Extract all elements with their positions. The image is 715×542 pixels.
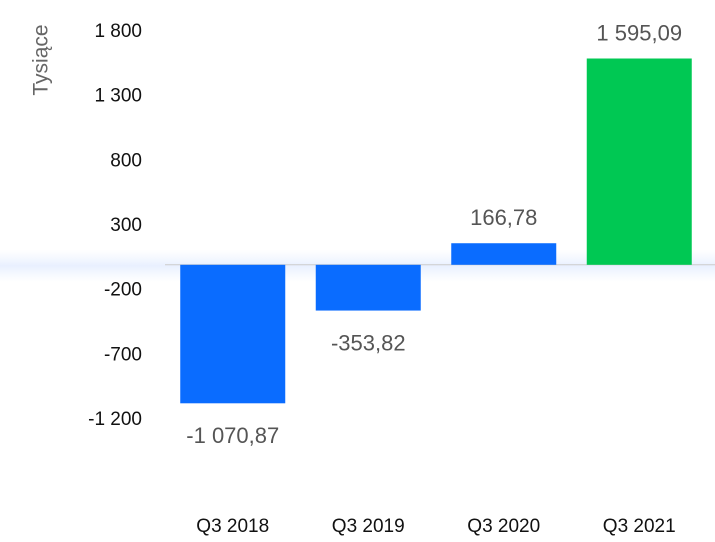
- y-tick-label: 300: [110, 215, 142, 236]
- x-tick-label: Q3 2018: [196, 516, 269, 537]
- bar: [315, 264, 421, 311]
- y-tick-label: -1 200: [88, 409, 142, 430]
- value-label: 166,78: [470, 205, 537, 230]
- value-label: 1 595,09: [596, 20, 682, 45]
- bar: [180, 264, 286, 404]
- y-tick-label: 1 800: [94, 21, 142, 42]
- y-tick-label: 1 300: [94, 86, 142, 107]
- value-label: -353,82: [331, 330, 406, 355]
- bar: [451, 243, 557, 265]
- value-label: -1 070,87: [186, 423, 279, 448]
- x-tick-label: Q3 2021: [603, 516, 676, 537]
- y-tick-label: -700: [104, 344, 142, 365]
- y-axis-title: Tysiące: [30, 24, 53, 95]
- x-tick-label: Q3 2020: [467, 516, 540, 537]
- y-tick-label: -200: [104, 280, 142, 301]
- bar: [586, 58, 692, 265]
- y-tick-label: 800: [110, 150, 142, 171]
- x-tick-label: Q3 2019: [332, 516, 405, 537]
